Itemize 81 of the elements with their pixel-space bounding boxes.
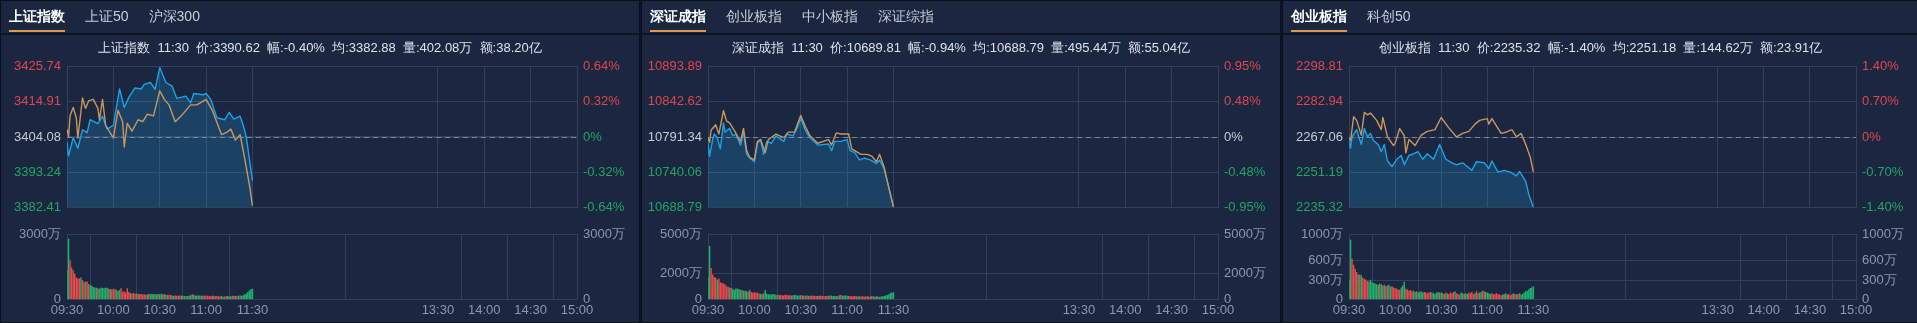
y2-tick-label: -0.95% [1224, 198, 1266, 214]
text: 沪深300 [148, 7, 200, 26]
text: 创业板指 [1291, 1, 1347, 32]
y-tick-label: 0 [53, 290, 61, 306]
text: 深证成指 [650, 1, 706, 32]
x-tick-label: 10:00 [97, 301, 130, 317]
x-tick-label: 14:30 [1793, 301, 1827, 317]
chart-title: 上证指数 11:30 价:3390.62 幅:-0.40% 均:3382.88 量:402.08万 额:38.20亿 [97, 39, 543, 57]
y2-tick-label: 300万 [1862, 271, 1897, 287]
y2-tick-label: 1000万 [1862, 226, 1904, 242]
x-tick-label: 13:30 [1062, 301, 1096, 317]
y2-tick-label: 600万 [1862, 252, 1897, 268]
x-tick-label: 14:00 [468, 301, 501, 317]
y2-tick-label: 0.70% [1862, 93, 1900, 109]
y2-tick-label: -0.32% [583, 163, 625, 179]
x-tick-label: 11:30 [236, 301, 269, 317]
y-tick-label: 3414.91 [14, 93, 61, 109]
y-tick-label: 2000万 [660, 265, 702, 281]
y-tick-label: 3000万 [19, 226, 61, 242]
y2-tick-label: 0% [583, 128, 603, 144]
y-tick-label: 2251.19 [1296, 163, 1343, 179]
y2-tick-label: -0.70% [1862, 163, 1904, 179]
x-tick-label: 14:00 [1747, 301, 1781, 317]
y-tick-label: 2282.94 [1296, 93, 1343, 109]
y-tick-label: 1000万 [1301, 226, 1343, 242]
x-tick-label: 10:00 [738, 301, 771, 317]
y-tick-label: 2298.81 [1296, 58, 1343, 74]
y-tick-label: 5000万 [660, 226, 702, 242]
y-tick-label: 2267.06 [1296, 128, 1343, 144]
y2-tick-label: -1.40% [1862, 198, 1904, 214]
y2-tick-label: 0.48% [1224, 93, 1262, 109]
y2-tick-label: 3000万 [583, 226, 625, 242]
text: 上证指数 [9, 1, 65, 32]
y2-tick-label: 0 [1224, 290, 1232, 306]
y2-tick-label: 0% [1224, 128, 1244, 144]
y2-tick-label: 5000万 [1224, 226, 1266, 242]
y-tick-label: 3425.74 [14, 58, 61, 74]
x-tick-label: 10:30 [1424, 301, 1458, 317]
text: 创业板指 [726, 7, 782, 26]
x-tick-label: 13:30 [1701, 301, 1734, 317]
y-tick-label: 10688.79 [647, 198, 702, 214]
x-tick-label: 10:00 [1378, 301, 1412, 317]
x-tick-label: 11:30 [1517, 301, 1550, 317]
y2-tick-label: 0 [583, 290, 591, 306]
x-tick-label: 11:00 [190, 301, 222, 317]
y2-tick-label: 0.64% [583, 58, 621, 74]
y-tick-label: 300万 [1308, 271, 1343, 287]
x-tick-label: 10:30 [143, 301, 176, 317]
chart-title: 创业板指 11:30 价:2235.32 幅:-1.40% 均:2251.18 量:144.62万 额:23.91亿 [1377, 39, 1824, 57]
y-tick-label: 3382.41 [14, 198, 61, 214]
y-tick-label: 10791.34 [647, 128, 702, 144]
x-tick-label: 11:00 [831, 301, 863, 317]
x-tick-label: 14:00 [1109, 301, 1142, 317]
x-tick-label: 11:00 [1471, 301, 1504, 317]
y2-tick-label: 0.32% [583, 93, 621, 109]
x-tick-label: 13:30 [421, 301, 455, 317]
x-tick-label: 14:30 [1155, 301, 1188, 317]
y-tick-label: 10740.06 [647, 163, 702, 179]
y2-tick-label: 2000万 [1224, 265, 1266, 281]
text: 科创50 [1367, 7, 1411, 26]
y-tick-label: 600万 [1308, 252, 1343, 268]
y-tick-label: 0 [694, 290, 702, 306]
text: 中小板指 [802, 7, 858, 26]
y-tick-label: 0 [1335, 290, 1343, 306]
text: 深证综指 [878, 7, 934, 26]
y2-tick-label: 0 [1862, 290, 1870, 306]
y-tick-label: 3393.24 [14, 163, 61, 179]
y-tick-label: 3404.08 [14, 128, 61, 144]
x-tick-label: 14:30 [514, 301, 547, 317]
x-tick-label: 10:30 [784, 301, 817, 317]
y2-tick-label: -0.64% [583, 198, 625, 214]
y-tick-label: 2235.32 [1296, 198, 1343, 214]
y2-tick-label: 0% [1862, 128, 1882, 144]
y-tick-label: 10893.89 [647, 58, 702, 74]
chart-title: 深证成指 11:30 价:10689.81 幅:-0.94% 均:10688.79 量:495.44万 额:55.04亿 [731, 39, 1191, 57]
y2-tick-label: 0.95% [1224, 58, 1262, 74]
y2-tick-label: 1.40% [1862, 58, 1900, 74]
text: 上证50 [85, 7, 129, 26]
y-tick-label: 10842.62 [647, 93, 702, 109]
x-tick-label: 11:30 [877, 301, 910, 317]
y2-tick-label: -0.48% [1224, 164, 1266, 180]
